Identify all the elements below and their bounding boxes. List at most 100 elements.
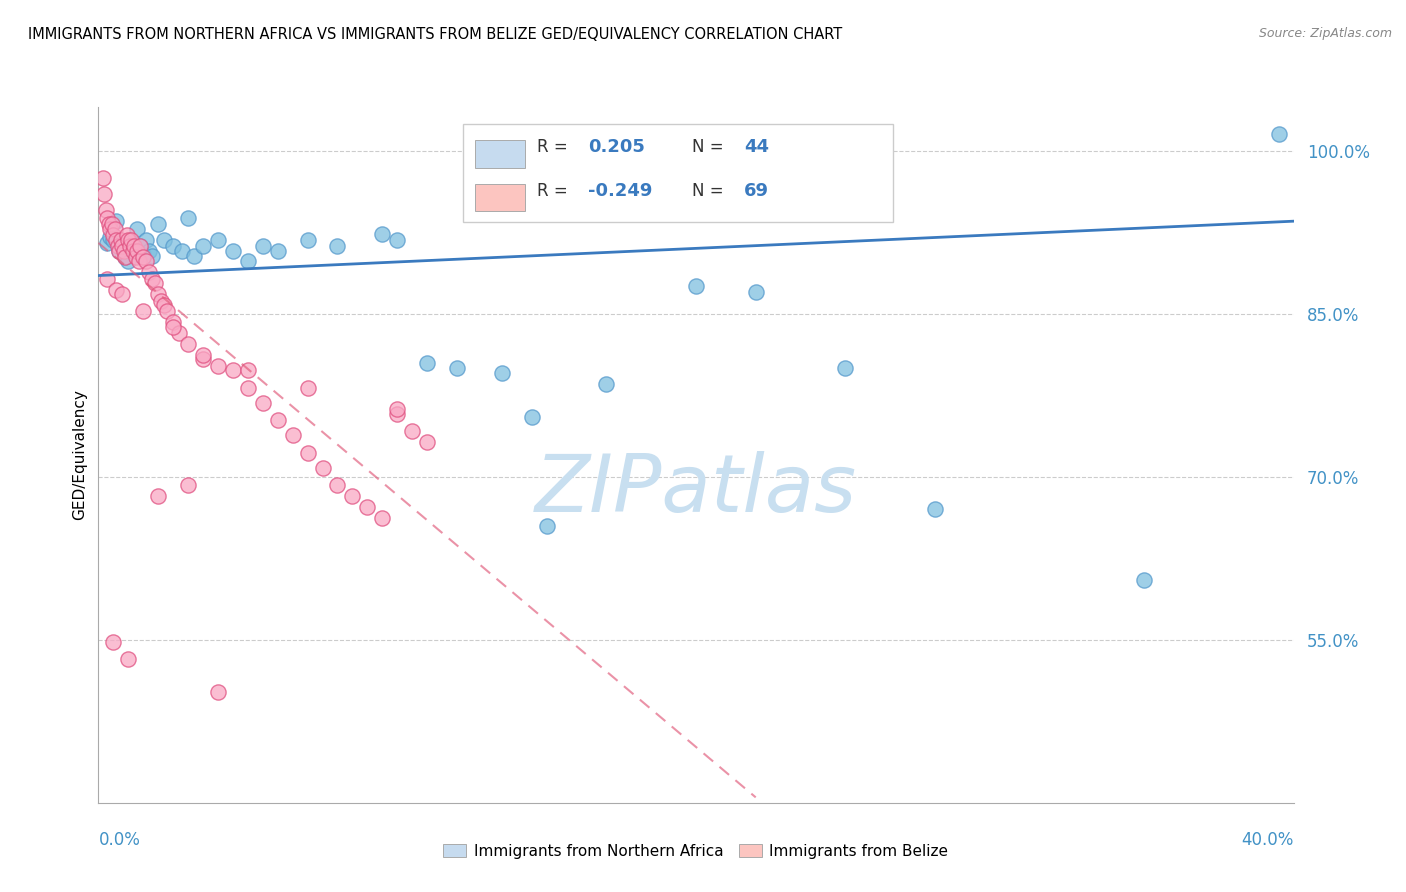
Point <box>311 461 333 475</box>
Point <box>114 250 136 264</box>
Point <box>118 239 141 253</box>
Text: 0.0%: 0.0% <box>98 830 141 848</box>
Point <box>1133 573 1156 587</box>
Point <box>385 233 409 247</box>
Point <box>111 239 134 253</box>
Point <box>685 279 707 293</box>
Point <box>177 478 200 492</box>
Point <box>129 239 152 253</box>
Point <box>924 502 946 516</box>
Point <box>281 428 304 442</box>
Point <box>121 244 143 258</box>
Text: R =: R = <box>537 137 574 156</box>
Point <box>143 276 166 290</box>
Point <box>107 239 129 253</box>
Point <box>124 244 146 258</box>
Text: 69: 69 <box>744 182 769 200</box>
Point <box>115 228 138 243</box>
Point <box>141 249 163 263</box>
Point <box>207 359 229 373</box>
Point <box>222 244 245 258</box>
Point <box>127 244 149 258</box>
Point <box>132 250 155 264</box>
Point <box>96 211 118 225</box>
Point <box>183 249 205 263</box>
Point <box>520 409 543 424</box>
Point <box>117 233 139 247</box>
Point <box>96 272 118 286</box>
Point <box>252 396 274 410</box>
Point <box>105 283 128 297</box>
Point <box>138 265 160 279</box>
Y-axis label: GED/Equivalency: GED/Equivalency <box>72 390 87 520</box>
Point <box>222 363 245 377</box>
Point <box>1267 127 1289 141</box>
Point <box>191 348 214 362</box>
Point <box>153 233 176 247</box>
Point <box>162 315 184 329</box>
FancyBboxPatch shape <box>463 124 893 222</box>
Point <box>536 518 558 533</box>
Point <box>162 239 184 253</box>
Point <box>103 233 125 247</box>
FancyBboxPatch shape <box>475 140 524 168</box>
Point <box>342 489 364 503</box>
Point <box>98 222 122 236</box>
Point <box>252 239 274 253</box>
Point <box>132 304 155 318</box>
Point <box>148 489 170 503</box>
Point <box>207 685 229 699</box>
Point <box>103 228 125 243</box>
Point <box>745 285 768 299</box>
Point <box>112 244 135 258</box>
Point <box>101 218 124 232</box>
Point <box>111 235 134 250</box>
Point <box>128 254 150 268</box>
Point <box>141 272 163 286</box>
Point <box>207 233 229 247</box>
Point <box>135 254 157 268</box>
Point <box>267 244 290 258</box>
Point <box>148 218 170 232</box>
Text: Source: ZipAtlas.com: Source: ZipAtlas.com <box>1258 27 1392 40</box>
Point <box>326 239 349 253</box>
Legend: Immigrants from Northern Africa, Immigrants from Belize: Immigrants from Northern Africa, Immigra… <box>437 838 955 864</box>
Text: N =: N = <box>692 182 730 200</box>
Point <box>108 244 131 258</box>
Point <box>108 244 131 258</box>
Point <box>93 187 115 202</box>
Point <box>356 500 378 514</box>
Point <box>167 326 190 341</box>
Point <box>114 250 136 264</box>
Text: N =: N = <box>692 137 730 156</box>
Point <box>491 367 513 381</box>
Point <box>117 254 139 268</box>
Point <box>236 380 259 394</box>
Point <box>446 361 468 376</box>
Point <box>834 361 856 376</box>
Point <box>91 170 114 185</box>
Point <box>120 233 142 247</box>
Point <box>297 446 319 460</box>
Point <box>105 214 128 228</box>
Point <box>148 287 170 301</box>
Point <box>150 293 173 308</box>
Point <box>191 352 214 367</box>
Point <box>96 235 118 250</box>
Point <box>416 434 439 449</box>
Point <box>127 222 149 236</box>
Text: 0.205: 0.205 <box>588 137 645 156</box>
Point <box>135 233 157 247</box>
Point <box>94 203 117 218</box>
Point <box>110 233 132 247</box>
Point <box>416 355 439 369</box>
Point <box>117 652 139 666</box>
Point <box>385 402 409 417</box>
Point <box>125 250 148 264</box>
Point <box>401 424 423 438</box>
Text: IMMIGRANTS FROM NORTHERN AFRICA VS IMMIGRANTS FROM BELIZE GED/EQUIVALENCY CORREL: IMMIGRANTS FROM NORTHERN AFRICA VS IMMIG… <box>28 27 842 42</box>
Text: 40.0%: 40.0% <box>1241 830 1294 848</box>
Point <box>297 380 319 394</box>
Point <box>97 218 120 232</box>
Point <box>103 635 125 649</box>
